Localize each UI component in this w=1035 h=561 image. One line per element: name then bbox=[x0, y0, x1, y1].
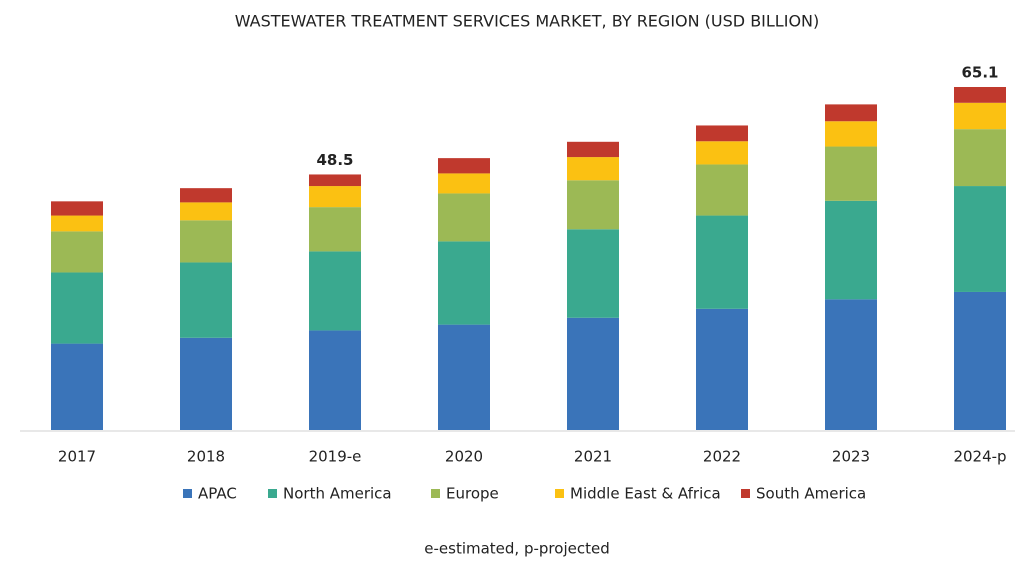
x-tick-label: 2022 bbox=[703, 448, 741, 466]
bar-segment bbox=[309, 330, 361, 430]
bar-segment bbox=[180, 188, 232, 203]
bar-segment bbox=[438, 241, 490, 325]
legend-label: North America bbox=[283, 485, 392, 503]
bar-segment bbox=[825, 146, 877, 201]
bar-segment bbox=[954, 87, 1006, 103]
legend-label: Middle East & Africa bbox=[570, 485, 721, 503]
bar-segment bbox=[954, 291, 1006, 430]
bar-segment bbox=[696, 308, 748, 430]
bar-segment bbox=[696, 215, 748, 309]
bar-segment bbox=[954, 186, 1006, 292]
bar-segment bbox=[180, 262, 232, 338]
bar-segment bbox=[51, 343, 103, 430]
bar-segment bbox=[309, 251, 361, 331]
bar-segment bbox=[567, 229, 619, 318]
total-label: 65.1 bbox=[961, 64, 998, 82]
legend-swatch bbox=[431, 489, 440, 498]
bar-segment bbox=[438, 324, 490, 430]
bar-segment bbox=[438, 193, 490, 242]
x-tick-label: 2023 bbox=[832, 448, 870, 466]
bar-segment bbox=[567, 180, 619, 230]
bar-segment bbox=[567, 317, 619, 430]
legend-label: South America bbox=[756, 485, 866, 503]
legend-label: Europe bbox=[446, 485, 499, 503]
bar-segment bbox=[180, 202, 232, 221]
bar-segment bbox=[309, 186, 361, 208]
x-tick-label: 2019-e bbox=[309, 448, 362, 466]
legend-swatch bbox=[268, 489, 277, 498]
total-label: 48.5 bbox=[316, 151, 353, 169]
bar-segment bbox=[438, 158, 490, 174]
bar-segment bbox=[51, 231, 103, 273]
bar-segment bbox=[825, 121, 877, 147]
bar-segment bbox=[825, 200, 877, 300]
bar-segment bbox=[696, 125, 748, 142]
bar-segment bbox=[825, 104, 877, 122]
x-tick-label: 2018 bbox=[187, 448, 225, 466]
bar-segment bbox=[954, 102, 1006, 130]
bar-segment bbox=[567, 141, 619, 158]
x-tick-label: 2017 bbox=[58, 448, 96, 466]
bar-segment bbox=[180, 337, 232, 430]
bar-segment bbox=[438, 173, 490, 194]
bar-segment bbox=[696, 141, 748, 165]
x-tick-label: 2020 bbox=[445, 448, 483, 466]
footnote: e-estimated, p-projected bbox=[424, 540, 609, 558]
legend-label: APAC bbox=[198, 485, 237, 503]
bar-segment bbox=[309, 207, 361, 252]
x-tick-label: 2021 bbox=[574, 448, 612, 466]
legend-swatch bbox=[183, 489, 192, 498]
x-tick-label: 2024-p bbox=[953, 448, 1006, 466]
legend-swatch bbox=[555, 489, 564, 498]
bar-segment bbox=[954, 129, 1006, 187]
chart-title: WASTEWATER TREATMENT SERVICES MARKET, BY… bbox=[235, 12, 820, 31]
bar-segment bbox=[51, 272, 103, 344]
bar-segment bbox=[51, 201, 103, 216]
bar-segment bbox=[567, 157, 619, 181]
bar-segment bbox=[180, 220, 232, 263]
legend-swatch bbox=[741, 489, 750, 498]
bar-segment bbox=[696, 164, 748, 216]
bar-segment bbox=[309, 174, 361, 187]
bar-segment bbox=[51, 215, 103, 232]
bar-segment bbox=[825, 299, 877, 430]
